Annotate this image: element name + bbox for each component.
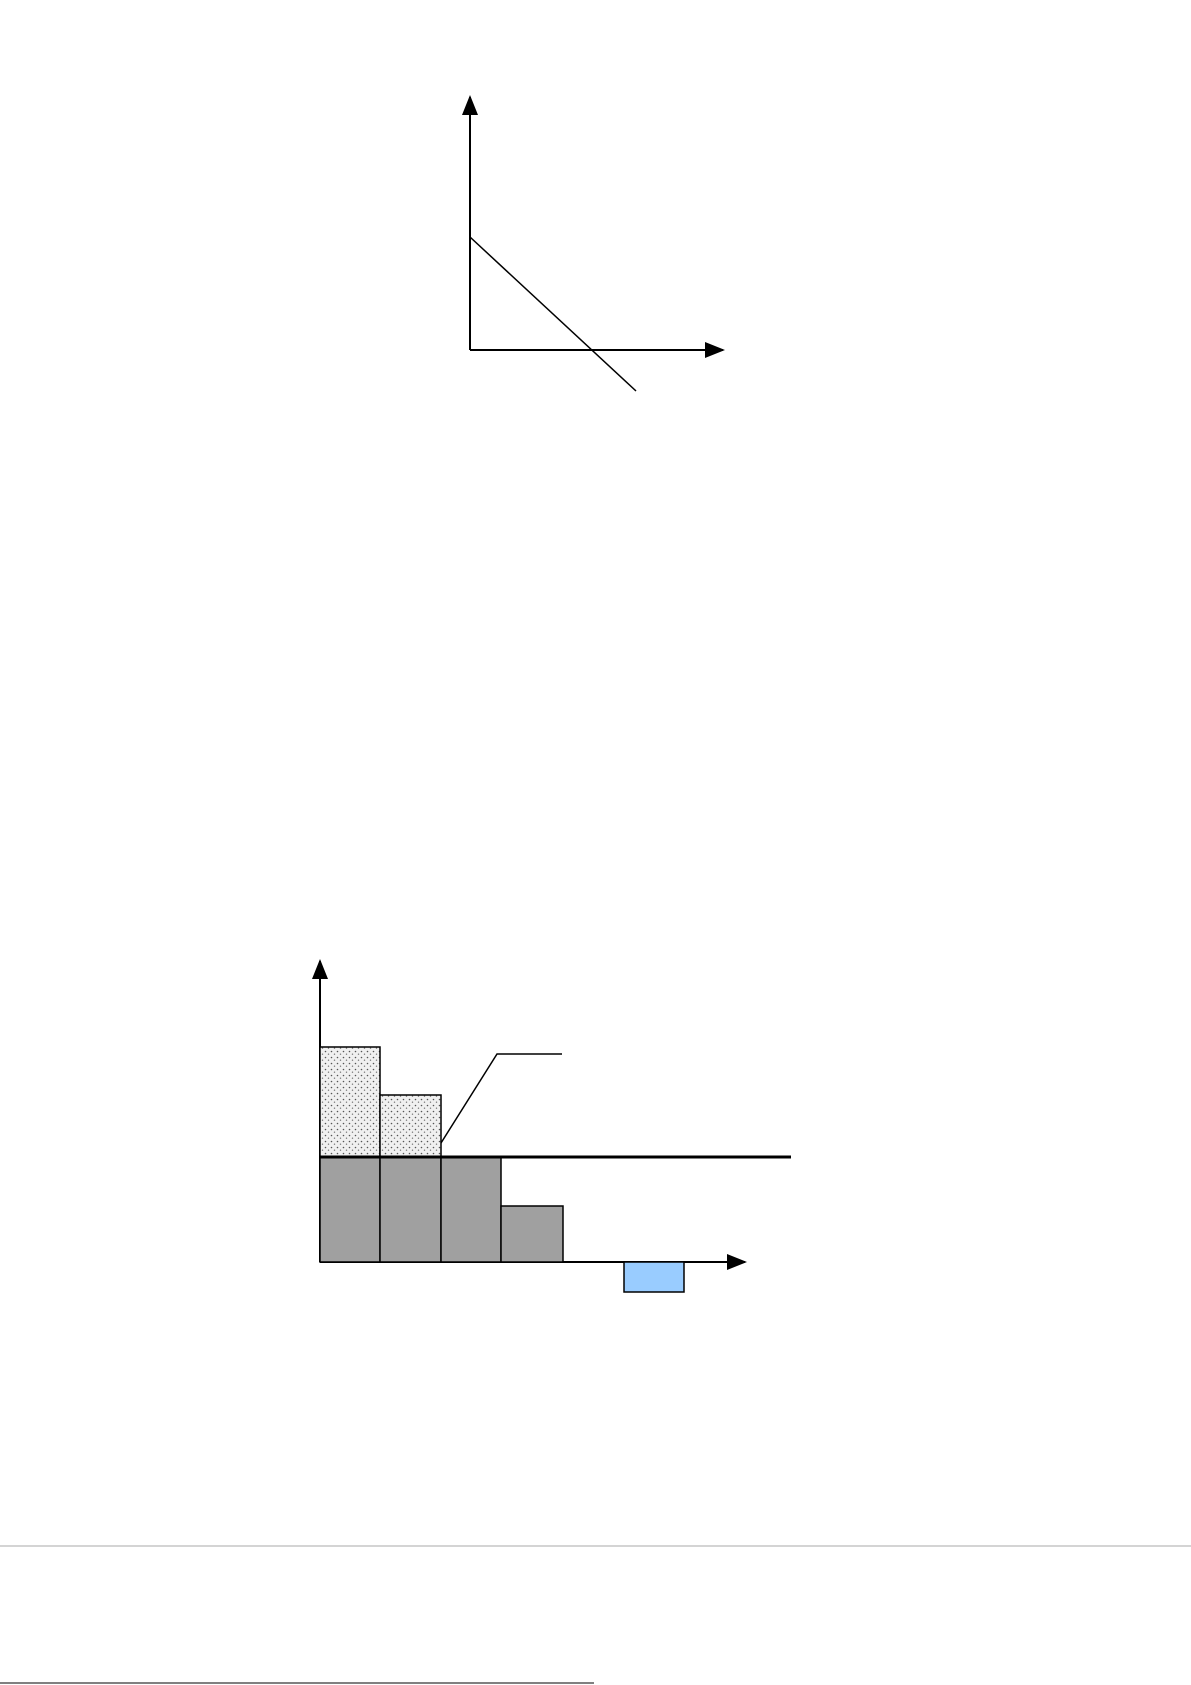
sloped-line — [469, 236, 637, 392]
dotted-bar — [379, 1094, 442, 1158]
grey-bar — [500, 1205, 564, 1263]
grey-bar — [319, 1156, 381, 1263]
dotted-bar — [319, 1046, 381, 1158]
blue-box — [623, 1261, 685, 1293]
diagram-bars — [312, 959, 791, 1293]
grey-bar — [379, 1156, 442, 1263]
diagram-line — [462, 95, 725, 392]
grey-bar — [440, 1156, 502, 1263]
leader-line — [440, 1053, 562, 1144]
